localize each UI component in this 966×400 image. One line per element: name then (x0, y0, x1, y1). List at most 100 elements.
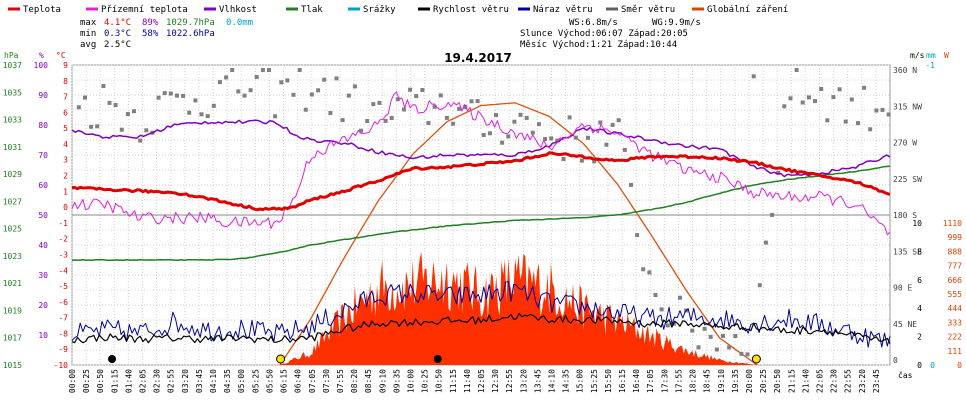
tick-label-time: 10:00 (407, 369, 416, 393)
axis-ticks: 1037103510331031102910271025102310211019… (3, 61, 962, 393)
info-ws: WS:6.8m/s (569, 18, 618, 28)
wind-direction-point (549, 136, 554, 141)
tick-label-time: 19:10 (717, 369, 726, 393)
tick-label-hpa: 1027 (3, 197, 22, 206)
tick-label-ms: 6 (917, 276, 922, 285)
wind-direction-point (849, 97, 854, 102)
wind-direction-point (193, 98, 198, 103)
tick-label-time: 02:30 (153, 369, 162, 393)
tick-label-time: 16:15 (618, 369, 627, 393)
wind-direction-point (843, 119, 848, 124)
wind-direction-point (714, 347, 719, 352)
chart-title: 19.4.2017 (444, 51, 512, 65)
wind-direction-point (371, 102, 376, 107)
wind-direction-point (757, 283, 762, 288)
tick-label-time: 07:30 (322, 369, 331, 393)
wind-direction-point (438, 93, 443, 98)
tick-label-degc: 5 (63, 124, 68, 133)
tick-label-hpa: 1035 (3, 88, 22, 97)
tick-label-degc: 1 (63, 187, 68, 196)
stats-max-hum: 89% (142, 18, 159, 28)
plot-area (71, 64, 891, 366)
wind-direction-point (653, 293, 658, 297)
info-sun: Slunce Východ:06:07 Západ:20:05 (520, 29, 688, 39)
wind-direction-point (402, 107, 406, 112)
wind-direction-point (788, 96, 793, 101)
stats-min-hum: 58% (142, 29, 159, 39)
wind-direction-point (880, 107, 885, 112)
legend-label: Náraz větru (533, 5, 593, 15)
tick-label-degc: -10 (54, 361, 69, 370)
tick-label-direction: 360 N (893, 66, 917, 75)
wind-direction-point (383, 118, 388, 123)
legend-label: Globální záření (707, 5, 788, 15)
tick-label-pct: 60 (38, 181, 48, 190)
wind-direction-point (567, 115, 572, 120)
sunrise-marker (276, 354, 286, 364)
stats-block: max 4.1°C 89% 1029.7hPa 0.0mm min 0.3°C … (80, 18, 253, 50)
wind-direction-point (267, 68, 271, 72)
wind-direction-point (481, 133, 486, 137)
ground-temperature-line (71, 91, 891, 236)
wind-direction-point (690, 328, 695, 333)
wind-direction-point (224, 75, 229, 80)
tick-label-ms: 2 (917, 333, 922, 342)
tick-label-time: 10:25 (421, 369, 430, 393)
tick-label-direction: 180 S (893, 211, 917, 220)
tick-label-time: 22:05 (816, 369, 825, 393)
wind-direction-point (89, 124, 94, 129)
tick-label-time: 20:50 (773, 369, 782, 393)
wind-direction-point (199, 112, 204, 117)
axis-unit-hpa: hPa (4, 51, 19, 60)
wind-direction-point (457, 106, 462, 111)
tick-label-time: 03:20 (181, 369, 190, 393)
tick-label-direction: 0 (893, 356, 898, 365)
wind-speed-line (71, 312, 891, 344)
tick-label-w: 111 (948, 347, 963, 356)
tick-label-ms: 0 (917, 361, 922, 370)
tick-label-hpa: 1025 (3, 225, 22, 234)
stats-max-temp: 4.1°C (104, 18, 131, 28)
wind-direction-point (727, 345, 732, 350)
wind-direction-point (622, 147, 627, 152)
tick-label-w: 888 (948, 247, 963, 256)
tick-label-pct: 20 (38, 301, 48, 310)
tick-label-time: 07:55 (336, 369, 345, 393)
wind-direction-point (665, 323, 670, 328)
wind-direction-point (776, 170, 781, 175)
wind-direction-point (389, 116, 394, 120)
tick-label-pct: 100 (34, 61, 49, 70)
tick-label-time: 20:00 (745, 369, 754, 393)
wind-direction-point (708, 334, 713, 339)
info-moon: Měsíc Východ:1:21 Západ:10:44 (520, 40, 677, 50)
wind-direction-point (524, 115, 529, 120)
wind-direction-point (444, 115, 449, 120)
axis-time-label: čas (898, 370, 913, 380)
tick-label-w: 222 (948, 333, 963, 342)
tick-label-time: 05:00 (237, 369, 246, 393)
tick-label-degc: -7 (58, 314, 68, 323)
wind-direction-point (242, 93, 247, 98)
tick-label-hpa: 1023 (3, 252, 22, 261)
wind-direction-point (175, 93, 179, 98)
wind-direction-point (285, 78, 290, 83)
wind-direction-point (254, 75, 259, 79)
tick-label-degc: -2 (58, 235, 68, 244)
wind-direction-point (659, 307, 664, 312)
wind-direction-point (273, 114, 278, 119)
wind-direction-point (579, 158, 584, 163)
stats-precip: 0.0mm (226, 18, 253, 28)
tick-label-pct: 30 (38, 271, 48, 280)
wind-direction-point (536, 122, 541, 127)
tick-label-time: 18:20 (689, 369, 698, 393)
wind-direction-point (340, 118, 345, 123)
wind-direction-point (629, 182, 633, 187)
wind-direction-point (248, 88, 253, 93)
wind-direction-point (770, 212, 775, 217)
tick-label-degc: -8 (58, 329, 68, 338)
wind-direction-point (819, 87, 824, 91)
temperature-line (71, 151, 891, 212)
wind-direction-point (236, 89, 241, 94)
wind-direction-point (592, 159, 597, 164)
